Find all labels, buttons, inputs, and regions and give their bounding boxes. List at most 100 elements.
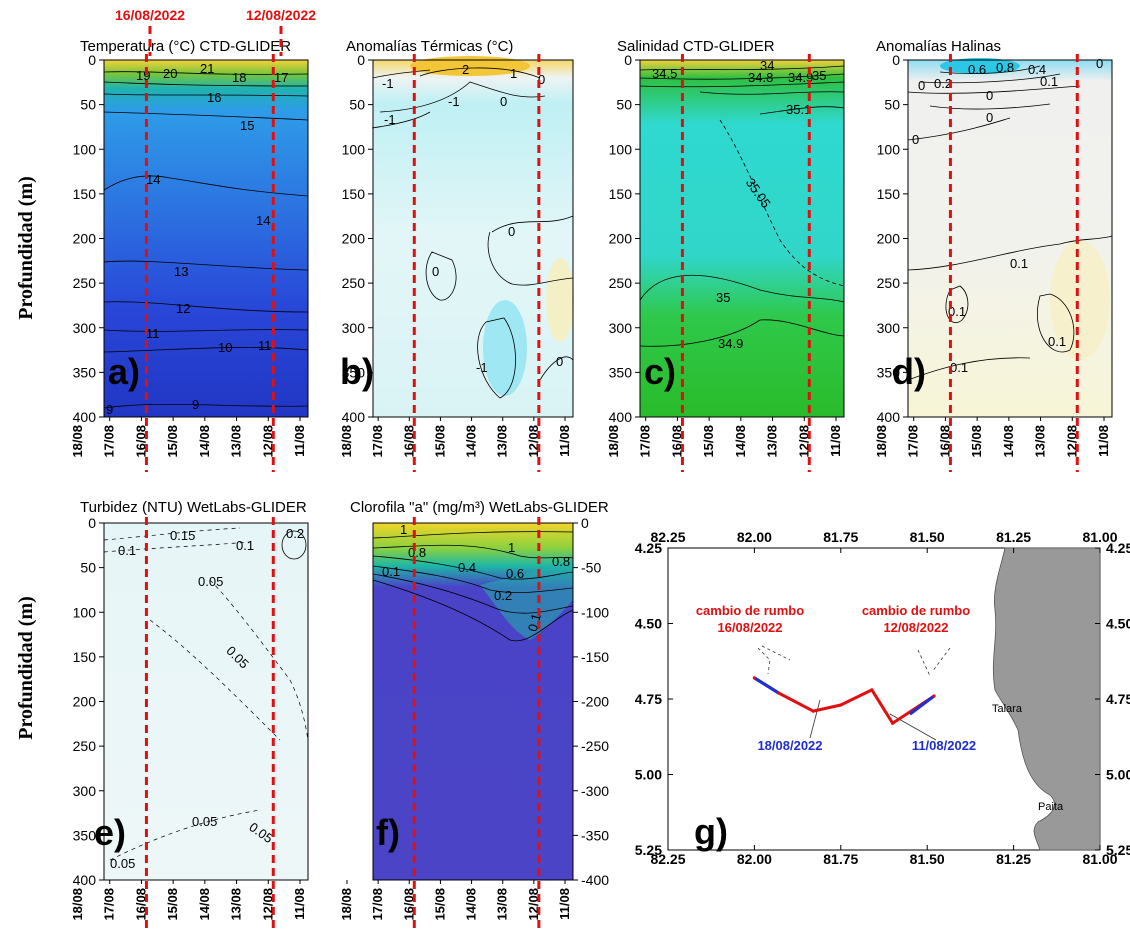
date-tick-label: 17/08 bbox=[906, 425, 921, 458]
depth-tick-label: -250 bbox=[581, 738, 609, 754]
depth-tick-label: -200 bbox=[581, 694, 609, 710]
lon-tick-label: 81.50 bbox=[910, 851, 945, 867]
contour-label: 0.1 bbox=[948, 304, 966, 319]
lat-tick-label: 5.00 bbox=[1106, 767, 1130, 783]
contour-label: 14 bbox=[146, 172, 160, 187]
contour-label: 18 bbox=[232, 70, 246, 85]
lat-tick-label: 4.25 bbox=[1106, 540, 1130, 556]
depth-tick-label: 400 bbox=[73, 872, 97, 888]
date-tick-label: 11/08 bbox=[292, 888, 307, 920]
depth-tick-label: 300 bbox=[73, 320, 97, 336]
depth-tick-label: 0 bbox=[581, 515, 589, 531]
depth-tick-label: 50 bbox=[80, 560, 96, 576]
lon-tick-label: 81.75 bbox=[823, 851, 858, 867]
track-point bbox=[839, 703, 843, 707]
track-end-segment bbox=[908, 694, 936, 716]
map-town-paita: Paita bbox=[1038, 801, 1064, 813]
contour-label: 0 bbox=[986, 110, 993, 125]
contour-label: 9 bbox=[106, 402, 113, 417]
contour-label: 0.1 bbox=[118, 543, 136, 558]
contour-label: 0.4 bbox=[458, 560, 476, 575]
contour-label: 35 bbox=[716, 290, 730, 305]
contour-label: 17 bbox=[274, 70, 288, 85]
date-tick-label: 12/08 bbox=[260, 425, 275, 458]
contour-label: 0.1 bbox=[236, 538, 254, 553]
panel-e-ring bbox=[281, 530, 307, 560]
map-end-date: 11/08/2022 bbox=[912, 738, 976, 753]
depth-tick-label: -50 bbox=[581, 560, 601, 576]
contour-label: 0.6 bbox=[506, 566, 524, 581]
lon-tick-label: 82.00 bbox=[737, 529, 772, 545]
contour-label: 0.1 bbox=[1048, 334, 1066, 349]
panel-c-title: Salinidad CTD-GLIDER bbox=[617, 38, 775, 55]
contour-label: 0 bbox=[918, 78, 925, 93]
date-tick-label: 15/08 bbox=[701, 425, 716, 458]
depth-tick-label: -400 bbox=[581, 872, 609, 888]
depth-tick-label: 400 bbox=[342, 409, 366, 425]
contour-label: 0.1 bbox=[1010, 256, 1028, 271]
date-tick-label: 17/08 bbox=[370, 425, 385, 458]
date-tick-label: 16/08 bbox=[401, 888, 416, 921]
depth-tick-label: 50 bbox=[80, 97, 96, 113]
contour-label: 1 bbox=[400, 522, 407, 537]
date-tick-label: 13/08 bbox=[229, 888, 244, 921]
y-axis-label-top: Profundidad (m) bbox=[15, 176, 37, 320]
panel-d-patch bbox=[1050, 240, 1110, 360]
contour-label: 9 bbox=[192, 397, 199, 412]
contour-label: 0 bbox=[556, 354, 563, 369]
date-tick-label: 18/08 bbox=[874, 425, 889, 458]
depth-tick-label: -100 bbox=[581, 604, 609, 620]
contour-label: 34.9 bbox=[788, 70, 813, 85]
contour-label: 0.15 bbox=[170, 528, 195, 543]
contour-label: 13 bbox=[174, 264, 188, 279]
panel-e-contours bbox=[103, 527, 309, 861]
date-tick-label: 14/08 bbox=[464, 425, 479, 458]
depth-tick-label: 0 bbox=[88, 515, 96, 531]
depth-tick-label: 350 bbox=[73, 827, 97, 843]
map-turn2-line2: 12/08/2022 bbox=[883, 620, 948, 635]
contour-label: 0.4 bbox=[1028, 62, 1046, 77]
depth-tick-label: 250 bbox=[609, 275, 633, 291]
track-point bbox=[777, 691, 781, 695]
lat-tick-label: 5.00 bbox=[635, 767, 662, 783]
depth-tick-label: 300 bbox=[609, 320, 633, 336]
panel-a-contour-labels: 19 20 21 18 17 16 15 14 14 13 12 11 10 1… bbox=[106, 61, 288, 417]
contour-label: 0 bbox=[986, 88, 993, 103]
date-tick-label: 12/08 bbox=[796, 425, 811, 458]
panel-a-title: Temperatura (°C) CTD-GLIDER bbox=[80, 38, 291, 55]
map-turn1-line2: 16/08/2022 bbox=[717, 620, 782, 635]
depth-tick-label: 250 bbox=[877, 275, 901, 291]
depth-tick-label: 350 bbox=[877, 364, 901, 380]
date-tick-label: 16/08 bbox=[133, 888, 148, 921]
contour-label: 34.9 bbox=[718, 336, 743, 351]
date-tick-label: 12/08 bbox=[1064, 425, 1079, 458]
contour-label: 0 bbox=[500, 94, 507, 109]
depth-tick-label: 300 bbox=[73, 783, 97, 799]
depth-tick-label: 400 bbox=[877, 409, 901, 425]
depth-tick-label: 50 bbox=[616, 97, 632, 113]
lon-tick-label: 81.00 bbox=[1082, 851, 1117, 867]
contour-label: 0.8 bbox=[552, 554, 570, 569]
lon-tick-label: 81.00 bbox=[1082, 529, 1117, 545]
lat-tick-label: 4.75 bbox=[635, 691, 662, 707]
contour-label: 12 bbox=[176, 301, 190, 316]
panel-e-title: Turbidez (NTU) WetLabs-GLIDER bbox=[80, 499, 307, 516]
depth-tick-label: 250 bbox=[342, 275, 366, 291]
contour-label: 35 bbox=[812, 68, 826, 83]
track-point bbox=[752, 676, 757, 680]
date-tick-label: 13/08 bbox=[765, 425, 780, 458]
contour-label: 21 bbox=[200, 61, 214, 76]
depth-tick-label: 400 bbox=[73, 409, 97, 425]
date-tick-label: 11/08 bbox=[292, 425, 307, 457]
contour-label: 0.1 bbox=[950, 360, 968, 375]
depth-tick-label: 100 bbox=[342, 141, 366, 157]
depth-tick-label: 50 bbox=[884, 97, 900, 113]
depth-tick-label: 200 bbox=[342, 231, 366, 247]
map-turn1-line1: cambio de rumbo bbox=[696, 603, 804, 618]
contour-label: 0.1 bbox=[1040, 74, 1058, 89]
contour-label: 0 bbox=[508, 224, 515, 239]
depth-tick-label: 300 bbox=[342, 320, 366, 336]
panel-f: Clorofila "a" (mg/m³) WetLabs-GLIDER 1 1… bbox=[350, 499, 609, 880]
